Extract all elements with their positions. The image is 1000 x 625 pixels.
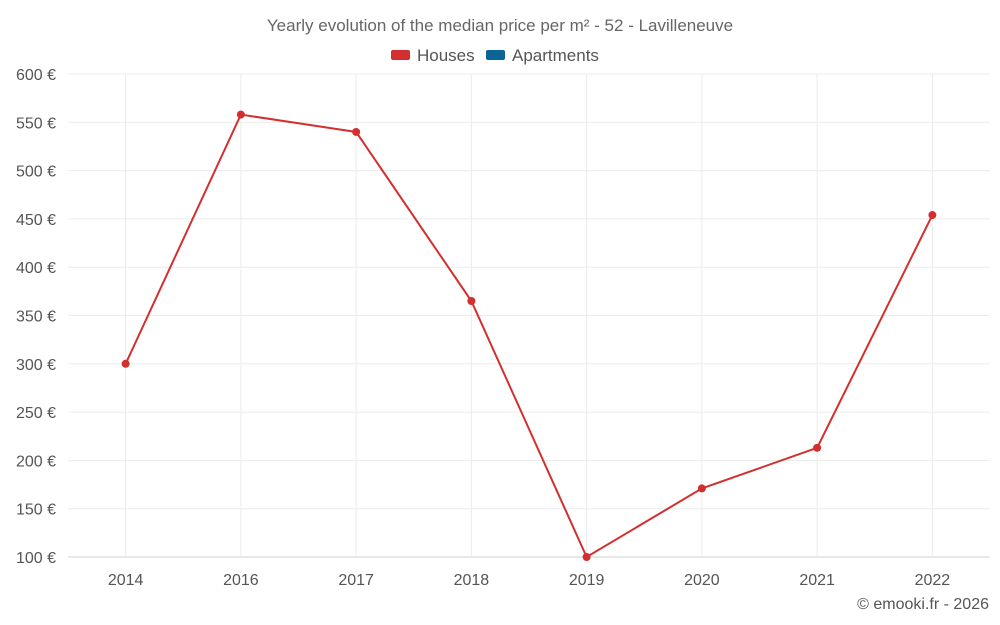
y-tick-label: 350 € [16,309,56,326]
data-point[interactable] [467,297,476,306]
y-tick-label: 200 € [16,453,56,470]
legend-label-apartments: Apartments [512,46,599,65]
y-tick-label: 550 € [16,115,56,132]
y-tick-label: 500 € [16,164,56,181]
credit-text: © emooki.fr - 2026 [857,596,989,613]
y-tick-label: 100 € [16,550,56,567]
data-point[interactable] [697,484,706,493]
data-point[interactable] [121,359,130,368]
data-point[interactable] [582,553,591,561]
data-point[interactable] [928,211,937,220]
legend-swatch-apartments [486,50,505,60]
data-point[interactable] [236,110,245,119]
y-tick-label: 400 € [16,260,56,277]
legend-item-houses[interactable]: Houses [391,46,475,65]
x-tick-label: 2017 [338,572,374,589]
y-axis-ticks: 100 € 150 € 200 € 250 € 300 € 350 € 400 € 450 €… [16,67,56,567]
chart-title: Yearly evolution of the median price per… [267,16,733,35]
x-tick-label: 2018 [454,572,490,589]
legend-label-houses: Houses [417,46,475,65]
data-point[interactable] [813,443,822,452]
x-tick-label: 2019 [569,572,605,589]
y-tick-label: 250 € [16,405,56,422]
data-point[interactable] [352,127,361,136]
x-tick-label: 2014 [108,572,144,589]
y-tick-label: 150 € [16,502,56,519]
grid [68,73,990,558]
x-tick-label: 2021 [799,572,835,589]
y-tick-label: 600 € [16,67,56,84]
x-tick-label: 2016 [223,572,259,589]
series-houses [121,110,937,561]
y-tick-label: 300 € [16,357,56,374]
series-line [124,113,934,559]
x-axis-ticks: 2014 2016 2017 2018 2019 2020 2021 2022 [108,572,950,589]
legend: Houses Apartments [391,46,599,65]
x-tick-label: 2022 [915,572,951,589]
legend-swatch-houses [391,50,410,60]
x-tick-label: 2020 [684,572,720,589]
legend-item-apartments[interactable]: Apartments [486,46,599,65]
y-tick-label: 450 € [16,212,56,229]
